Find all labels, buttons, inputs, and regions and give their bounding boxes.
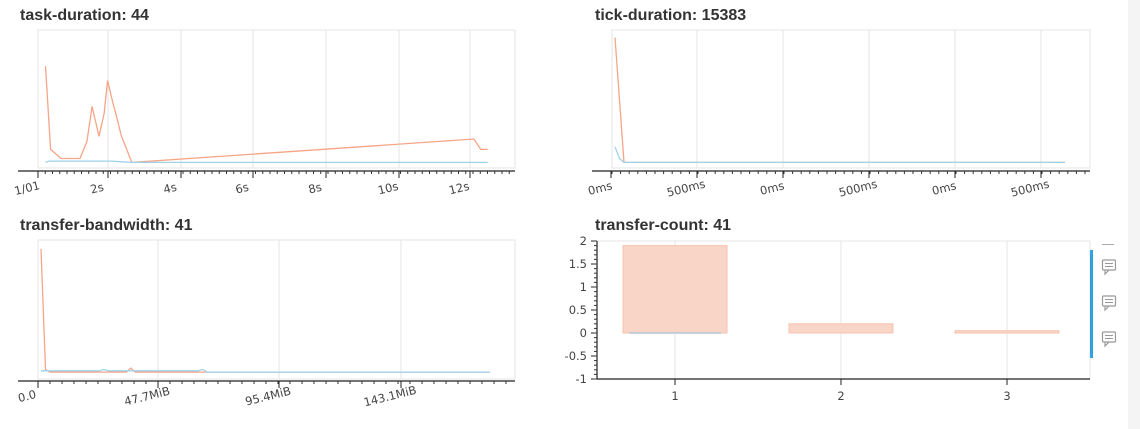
transfer-bandwidth-title: transfer-bandwidth: 41 (20, 217, 193, 234)
x-tick-label: 12s (447, 179, 470, 198)
plot-frame (37, 29, 516, 169)
x-tick-label: 0.0 (16, 387, 37, 405)
x-tick-label: 6s (234, 180, 250, 197)
comment-icon[interactable] (1101, 294, 1117, 312)
bar (622, 245, 728, 334)
bar (788, 323, 894, 334)
y-tick-label: -1 (576, 372, 587, 386)
x-tick-label: 10s (376, 179, 399, 198)
series-line-orange (44, 66, 488, 164)
x-tick-label: 1 (671, 389, 678, 403)
x-tick-label: 0ms (930, 178, 957, 198)
x-tick-label: 2 (837, 389, 844, 403)
x-tick-label: 2s (89, 180, 105, 197)
tick-duration-title: tick-duration: 15383 (595, 7, 747, 24)
x-tick-label: 500ms (837, 177, 878, 200)
y-tick-label: 1.5 (569, 257, 587, 271)
task-duration-title: task-duration: 44 (20, 7, 149, 24)
x-tick-label: 1/01 (13, 178, 41, 198)
x-tick-label: 4s (162, 180, 178, 197)
x-tick-label: 47.7MiB (123, 384, 172, 409)
series-line-blue (41, 368, 490, 373)
series-line-blue (614, 146, 1065, 164)
plot-frame (611, 29, 1091, 169)
comment-icon[interactable] (1101, 258, 1117, 276)
y-tick-label: 1 (580, 280, 587, 294)
x-tick-label: 500ms (665, 177, 706, 200)
bar (954, 330, 1060, 334)
series-line-orange (614, 37, 1065, 164)
transfer-count-title: transfer-count: 41 (595, 217, 732, 234)
x-tick-label: 0ms (758, 178, 785, 198)
comment-icon[interactable] (1101, 330, 1117, 348)
x-tick-label: 3 (1003, 389, 1010, 403)
series-line-orange (40, 248, 490, 373)
toolbar-active-indicator (1090, 250, 1093, 358)
x-tick-label: 95.4MiB (244, 384, 293, 409)
series-line-blue (45, 160, 488, 164)
x-tick-label: 500ms (1009, 177, 1050, 200)
x-tick-label: 8s (307, 180, 323, 197)
plot-frame (37, 239, 516, 380)
x-tick-label: 143.1MiB (362, 383, 418, 410)
x-tick-label: 0ms (586, 178, 613, 198)
y-tick-label: 0 (580, 326, 587, 340)
toolbar-divider (1102, 244, 1114, 245)
y-tick-label: -0.5 (565, 349, 587, 363)
scroll-gutter[interactable] (1128, 0, 1140, 429)
y-tick-label: 2 (580, 234, 587, 248)
y-tick-label: 0.5 (569, 303, 587, 317)
